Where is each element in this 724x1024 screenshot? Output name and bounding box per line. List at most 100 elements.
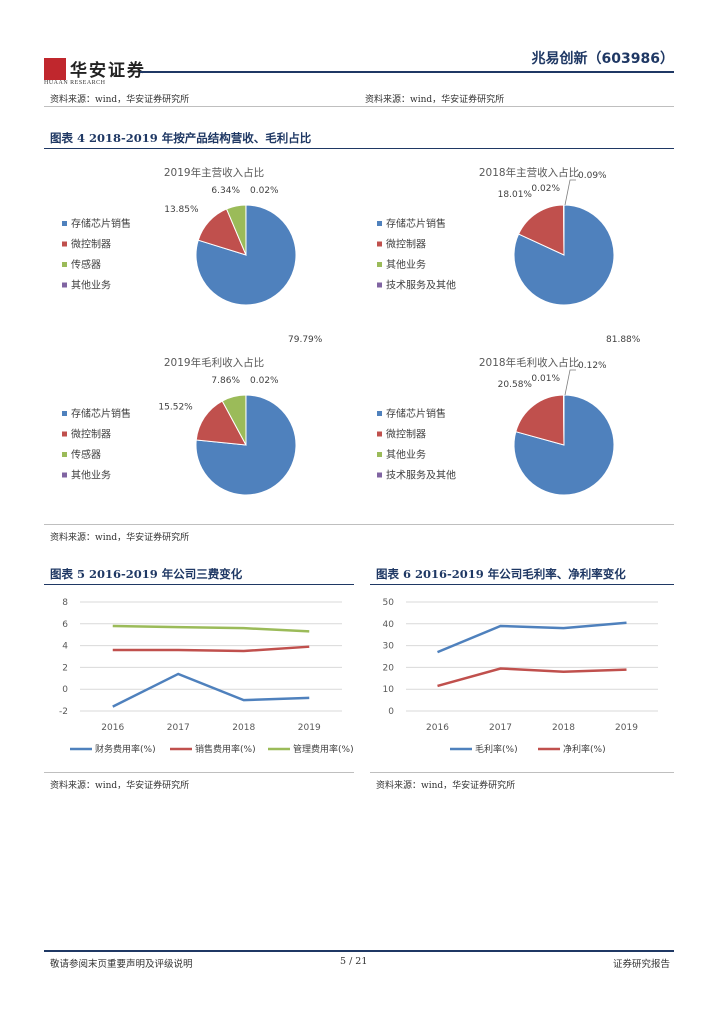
legend-label: 技术服务及其他 <box>386 469 456 482</box>
legend-swatch <box>377 282 382 288</box>
header-rule <box>140 71 674 73</box>
series-line <box>112 624 310 633</box>
report-title: 兆易创新（603986） <box>531 51 674 67</box>
y-tick-label: 50 <box>383 598 395 608</box>
legend-swatch <box>377 241 382 247</box>
legend-swatch <box>62 221 67 226</box>
legend-label: 微控制器 <box>71 428 111 441</box>
legend-label: 存储芯片销售 <box>386 407 446 420</box>
series-line <box>112 672 310 708</box>
figure6-bottom-rule <box>370 772 674 773</box>
figure5-rule <box>44 584 354 585</box>
leader-line <box>564 179 576 206</box>
y-tick-label: 2 <box>62 663 68 673</box>
x-tick-label: 2017 <box>167 723 190 733</box>
series-line <box>112 645 310 653</box>
legend-label: 其他业务 <box>71 469 111 482</box>
pie-title: 2019年毛利收入占比 <box>164 356 264 369</box>
legend-label: 财务费用率(%) <box>95 743 156 755</box>
y-tick-label: 30 <box>383 642 395 652</box>
logo-subtitle: HUAAN RESEARCH <box>44 80 106 86</box>
figure6-title: 图表 6 2016-2019 年公司毛利率、净利率变化 <box>376 567 626 581</box>
pie-title: 2018年主营收入占比 <box>479 166 579 179</box>
legend-swatch <box>377 472 382 478</box>
pie-data-label: 0.01% <box>531 374 560 384</box>
figure5-line-chart: -2 0 2 4 6 8 2016 2017 2018 2019 财务费用率(%) 销售费用率(%) 管… <box>59 598 354 755</box>
legend-label: 传感器 <box>71 448 101 461</box>
pie-slice <box>517 204 565 256</box>
pie-slice <box>195 400 247 446</box>
legend-swatch <box>62 282 67 288</box>
legend-label: 毛利率(%) <box>475 743 518 755</box>
y-tick-label: -2 <box>59 707 68 717</box>
y-tick-label: 0 <box>388 707 394 717</box>
pie-slice <box>195 394 297 496</box>
logo-text: 华安证券 <box>70 61 146 81</box>
x-tick-label: 2019 <box>298 723 321 733</box>
x-tick-label: 2016 <box>426 723 449 733</box>
pie-data-label: 79.79% <box>288 335 323 345</box>
legend-swatch <box>62 431 67 437</box>
legend-swatch <box>377 431 382 437</box>
figure6-source: 资料来源：wind，华安证券研究所 <box>376 781 516 791</box>
pie-chart-2018-gross-profit: 2018年毛利收入占比存储芯片销售微控制器其他业务技术服务及其他79.28%20… <box>377 356 615 496</box>
footer-rule <box>44 950 674 952</box>
figure6-rule <box>370 584 674 585</box>
figure5-source: 资料来源：wind，华安证券研究所 <box>50 781 190 791</box>
figure4-title: 图表 4 2018-2019 年按产品结构营收、毛利占比 <box>50 131 312 145</box>
pie-slice <box>515 394 565 446</box>
footer-report-type: 证券研究报告 <box>612 959 670 970</box>
pie-chart-2019-gross-profit: 2019年毛利收入占比存储芯片销售微控制器传感器其他业务76.60%15.52%… <box>62 356 297 496</box>
footer-disclaimer: 敬请参阅末页重要声明及评级说明 <box>50 959 193 970</box>
pie-data-label: 0.09% <box>578 171 607 181</box>
legend-label: 其他业务 <box>71 279 111 292</box>
series-line <box>437 621 627 654</box>
legend-swatch <box>62 262 67 267</box>
top-source-left: 资料来源：wind，华安证券研究所 <box>50 95 190 105</box>
top-source-right: 资料来源：wind，华安证券研究所 <box>365 95 505 105</box>
pie-data-label: 20.58% <box>498 380 533 390</box>
legend-label: 其他业务 <box>386 258 426 271</box>
legend-swatch <box>377 452 382 457</box>
pie-data-label: 13.85% <box>164 205 199 215</box>
figure5-bottom-rule <box>44 772 354 773</box>
legend-swatch <box>377 221 382 226</box>
figure4-bottom-rule <box>44 524 674 525</box>
pie-title: 2018年毛利收入占比 <box>479 356 579 369</box>
top-source-rule <box>44 106 674 107</box>
legend-label: 微控制器 <box>386 428 426 441</box>
pie-data-label: 0.02% <box>250 376 279 386</box>
page-number: 5 / 21 <box>340 956 368 967</box>
y-tick-label: 8 <box>62 598 68 608</box>
pie-data-label: 81.88% <box>606 335 641 345</box>
legend-label: 其他业务 <box>386 448 426 461</box>
figure4-rule <box>44 148 674 149</box>
legend-swatch <box>62 411 67 416</box>
y-tick-label: 10 <box>383 685 395 695</box>
legend-label: 存储芯片销售 <box>386 217 446 230</box>
legend-swatch <box>62 472 67 478</box>
legend-swatch <box>62 241 67 247</box>
legend-swatch <box>377 262 382 267</box>
y-tick-label: 0 <box>62 685 68 695</box>
legend-label: 净利率(%) <box>563 743 606 755</box>
pie-title: 2019年主营收入占比 <box>164 166 264 179</box>
leader-line <box>564 369 576 396</box>
x-tick-label: 2017 <box>489 723 512 733</box>
y-tick-label: 4 <box>62 642 68 652</box>
legend-label: 微控制器 <box>386 238 426 251</box>
y-tick-label: 6 <box>62 620 68 630</box>
figure4-pies: 2019年主营收入占比存储芯片销售微控制器传感器其他业务79.79%13.85%… <box>62 166 641 496</box>
legend-swatch <box>62 452 67 457</box>
pie-data-label: 6.34% <box>211 186 240 196</box>
figure6-line-chart: 0 10 20 30 40 50 2016 2017 2018 2019 毛利率(%) 净利率(%) <box>383 598 658 755</box>
legend-label: 传感器 <box>71 258 101 271</box>
legend-label: 技术服务及其他 <box>386 279 456 292</box>
pie-data-label: 0.02% <box>250 186 279 196</box>
x-tick-label: 2016 <box>101 723 124 733</box>
figure5-title: 图表 5 2016-2019 年公司三费变化 <box>50 567 243 581</box>
x-tick-label: 2019 <box>615 723 638 733</box>
pie-data-label: 0.12% <box>578 361 607 371</box>
